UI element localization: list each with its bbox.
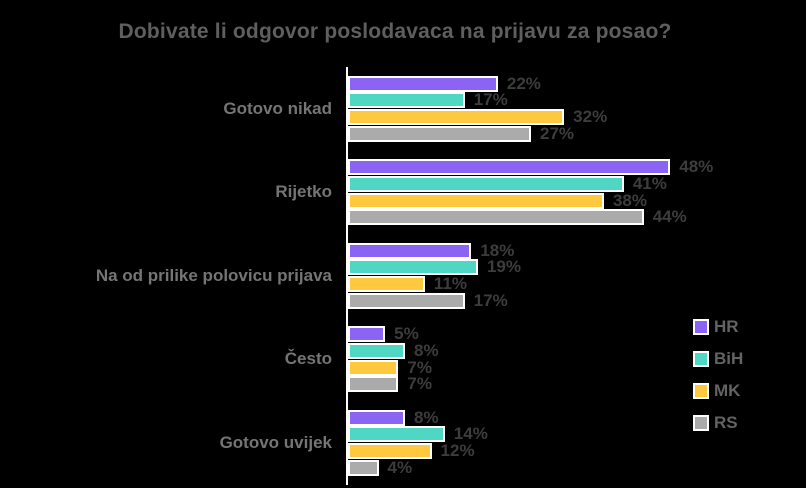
bar-value-label: 41% [632, 173, 667, 193]
legend: HR BiH MK RS [693, 317, 743, 445]
chart-title: Dobivate li odgovor poslodavaca na prija… [118, 20, 672, 43]
legend-item-hr: HR [693, 317, 743, 337]
legend-label: RS [714, 413, 738, 432]
bar-value-label: 17% [473, 290, 508, 310]
bar-row: 7% [348, 357, 806, 377]
bar-row: 19% [348, 257, 806, 277]
bar-bih [348, 175, 624, 192]
bar-value-label: 7% [407, 357, 432, 377]
bar-value-label: 5% [394, 324, 419, 344]
bar-row: 27% [348, 123, 806, 143]
bar-bih [348, 92, 465, 109]
bar-rs [348, 209, 644, 226]
legend-swatch [693, 319, 709, 335]
bar-value-label: 18% [480, 240, 515, 260]
legend-item-mk: MK [693, 381, 743, 401]
bar-value-label: 19% [486, 257, 521, 277]
bar-mk [348, 359, 399, 376]
bar-mk [348, 443, 432, 460]
bar-value-label: 12% [440, 441, 475, 461]
bar-value-label: 38% [612, 190, 647, 210]
category-group: Gotovo uvijek 8% 14% 12% 4% [0, 401, 806, 485]
bar-value-label: 4% [387, 457, 413, 477]
bar-hr [348, 409, 406, 426]
bar-rs [348, 125, 531, 142]
category-bars: 5% 8% 7% 7% [346, 317, 806, 401]
legend-label: HR [714, 317, 739, 336]
bar-rs [348, 292, 465, 309]
bar-row: 5% [348, 324, 806, 344]
bar-row: 18% [348, 240, 806, 260]
bar-row: 38% [348, 190, 806, 210]
bar-value-label: 22% [506, 73, 541, 93]
bar-value-label: 8% [414, 340, 439, 360]
category-bars: 22% 17% 32% 27% [346, 67, 806, 151]
bar-mk [348, 109, 565, 126]
bar-row: 14% [348, 424, 806, 444]
bar-row: 17% [348, 90, 806, 110]
category-bars: 8% 14% 12% 4% [346, 401, 806, 485]
category-label: Gotovo uvijek [219, 432, 332, 452]
legend-label: BiH [714, 349, 744, 368]
category-label: Gotovo nikad [223, 98, 332, 118]
bar-row: 8% [348, 407, 806, 427]
bar-rs [348, 376, 399, 393]
bar-hr [348, 75, 498, 92]
legend-label: MK [714, 381, 741, 400]
bar-bih [348, 259, 478, 276]
bar-hr [348, 326, 386, 343]
plot-area: Gotovo nikad 22% 17% 32% 27% Rijetko 48% 41% 38%… [0, 67, 806, 485]
bar-row: 41% [348, 173, 806, 193]
bar-value-label: 48% [679, 157, 714, 177]
bar-row: 12% [348, 441, 806, 461]
bar-value-label: 17% [473, 90, 508, 110]
bar-value-label: 7% [407, 374, 432, 394]
category-group: Gotovo nikad 22% 17% 32% 27% [0, 67, 806, 151]
category-label: Često [284, 349, 332, 369]
bar-value-label: 27% [540, 123, 575, 143]
bar-row: 44% [348, 207, 806, 227]
bar-value-label: 32% [573, 107, 608, 127]
bar-row: 17% [348, 290, 806, 310]
bar-row: 7% [348, 374, 806, 394]
bar-value-label: 14% [453, 424, 488, 444]
bar-row: 48% [348, 157, 806, 177]
bar-row: 4% [348, 457, 806, 477]
category-group: Na od prilike polovicu prijava 18% 19% 11% 1… [0, 234, 806, 318]
category-bars: 18% 19% 11% 17% [346, 234, 806, 318]
bar-value-label: 8% [414, 407, 439, 427]
bar-row: 32% [348, 107, 806, 127]
bar-rs [348, 459, 379, 476]
bar-mk [348, 276, 425, 293]
bar-row: 22% [348, 73, 806, 93]
bar-value-label: 44% [652, 207, 687, 227]
category-label: Na od prilike polovicu prijava [95, 265, 332, 285]
bar-row: 8% [348, 340, 806, 360]
legend-swatch [693, 415, 709, 431]
bar-hr [348, 242, 472, 259]
bar-hr [348, 159, 671, 176]
legend-swatch [693, 383, 709, 399]
category-group: Rijetko 48% 41% 38% 44% [0, 150, 806, 234]
bar-value-label: 11% [433, 274, 468, 294]
legend-swatch [693, 351, 709, 367]
category-group: Često 5% 8% 7% 7% [0, 317, 806, 401]
bar-bih [348, 426, 445, 443]
legend-item-bih: BiH [693, 349, 743, 369]
bar-bih [348, 342, 406, 359]
legend-item-rs: RS [693, 413, 743, 433]
bar-row: 11% [348, 274, 806, 294]
category-label: Rijetko [275, 182, 332, 202]
bar-mk [348, 192, 604, 209]
category-bars: 48% 41% 38% 44% [346, 150, 806, 234]
